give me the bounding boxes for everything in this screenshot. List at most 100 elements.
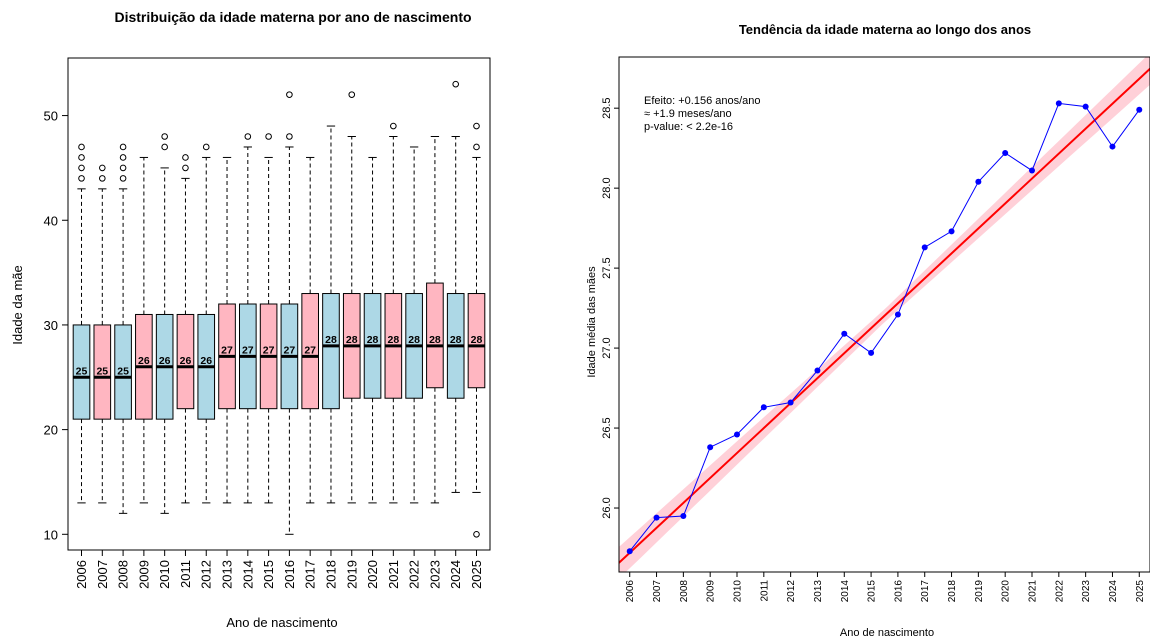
outlier-point bbox=[119, 154, 127, 161]
y-tick-label: 20 bbox=[44, 423, 58, 438]
x-tick-label: 2012 bbox=[786, 580, 797, 603]
outlier-point bbox=[473, 122, 480, 130]
median-label: 28 bbox=[471, 334, 483, 346]
median-label: 28 bbox=[387, 334, 399, 346]
median-label: 26 bbox=[200, 355, 212, 367]
outlier-point bbox=[78, 164, 85, 172]
outlier-point bbox=[99, 164, 106, 172]
median-label: 28 bbox=[450, 334, 462, 346]
outlier-point bbox=[182, 154, 189, 161]
outlier-point bbox=[119, 164, 127, 172]
y-tick-label: 50 bbox=[44, 109, 58, 124]
data-point bbox=[626, 548, 633, 555]
data-point bbox=[1055, 100, 1062, 107]
data-point bbox=[760, 404, 767, 411]
x-tick-label: 2020 bbox=[365, 560, 380, 589]
x-tick-label: 2017 bbox=[303, 560, 318, 589]
outlier-point bbox=[202, 143, 210, 151]
median-label: 27 bbox=[263, 344, 275, 356]
plot-area bbox=[619, 57, 1150, 572]
x-tick-label: 2010 bbox=[733, 580, 744, 603]
outlier-point bbox=[473, 530, 480, 538]
median-label: 27 bbox=[304, 344, 316, 356]
median-label: 28 bbox=[429, 334, 441, 346]
annotation-text: p-value: < 2.2e-16 bbox=[644, 121, 733, 133]
median-label: 26 bbox=[138, 355, 150, 367]
x-tick-label: 2023 bbox=[1081, 580, 1092, 603]
data-point bbox=[1082, 103, 1089, 110]
outlier-point bbox=[244, 133, 252, 140]
data-point bbox=[653, 514, 660, 521]
x-tick-label: 2013 bbox=[813, 580, 824, 603]
outlier-point bbox=[286, 133, 293, 140]
data-point bbox=[841, 330, 848, 337]
outlier-point bbox=[99, 175, 106, 182]
x-tick-label: 2019 bbox=[344, 560, 359, 589]
data-point bbox=[734, 431, 740, 438]
median-label: 26 bbox=[180, 355, 192, 367]
x-tick-label: 2016 bbox=[282, 560, 297, 589]
x-tick-label: 2021 bbox=[386, 560, 401, 589]
y-tick-label: 10 bbox=[44, 527, 58, 542]
x-tick-label: 2006 bbox=[625, 580, 636, 603]
annotation-text: ≈ +1.9 meses/ano bbox=[644, 108, 732, 120]
data-point bbox=[1029, 167, 1035, 174]
box bbox=[322, 293, 340, 410]
outlier-point bbox=[182, 164, 189, 172]
x-tick-label: 2011 bbox=[759, 580, 770, 602]
x-tick-label: 2010 bbox=[157, 560, 172, 589]
outlier-point bbox=[348, 91, 356, 98]
outlier-point bbox=[119, 143, 127, 151]
median-label: 27 bbox=[242, 344, 254, 356]
x-tick-label: 2025 bbox=[469, 560, 484, 589]
x-tick-label: 2014 bbox=[240, 560, 255, 589]
data-point bbox=[1109, 143, 1116, 150]
y-tick-label: 30 bbox=[44, 318, 58, 333]
data-point bbox=[948, 228, 955, 235]
x-tick-label: 2007 bbox=[652, 580, 663, 603]
box bbox=[467, 293, 486, 389]
x-tick-label: 2012 bbox=[199, 560, 214, 589]
y-tick-label: 28.0 bbox=[601, 177, 613, 198]
x-tick-label: 2008 bbox=[679, 580, 690, 603]
outlier-point bbox=[265, 133, 272, 140]
x-tick-label: 2025 bbox=[1135, 580, 1146, 603]
x-tick-label: 2019 bbox=[974, 580, 985, 603]
x-tick-label: 2018 bbox=[947, 580, 958, 603]
x-tick-label: 2021 bbox=[1028, 580, 1039, 603]
x-tick-label: 2016 bbox=[893, 580, 904, 603]
outlier-point bbox=[78, 154, 85, 161]
plot-frame bbox=[67, 57, 491, 551]
data-point bbox=[894, 311, 901, 318]
series-line bbox=[629, 102, 1140, 552]
outlier-point bbox=[452, 80, 459, 88]
x-tick-label: 2009 bbox=[136, 560, 151, 589]
box bbox=[114, 324, 132, 420]
data-point bbox=[921, 244, 928, 251]
box bbox=[93, 324, 112, 420]
box bbox=[426, 282, 444, 389]
x-axis-label: Ano de nascimento bbox=[840, 627, 934, 639]
x-tick-label: 2024 bbox=[1108, 580, 1119, 603]
data-point bbox=[1002, 149, 1009, 156]
median-label: 28 bbox=[325, 334, 337, 346]
trend-line bbox=[619, 67, 1150, 565]
outlier-point bbox=[161, 133, 168, 140]
data-point bbox=[787, 399, 794, 406]
box bbox=[301, 293, 319, 410]
x-tick-label: 2013 bbox=[220, 560, 235, 589]
x-tick-label: 2015 bbox=[867, 580, 878, 603]
x-tick-label: 2018 bbox=[323, 560, 338, 589]
data-point bbox=[975, 178, 982, 185]
outlier-point bbox=[78, 143, 85, 151]
outlier-point bbox=[78, 175, 85, 182]
x-tick-label: 2023 bbox=[427, 560, 442, 589]
x-tick-label: 2015 bbox=[261, 560, 276, 589]
chart-title: Distribuição da idade materna por ano de… bbox=[114, 9, 471, 25]
x-tick-label: 2011 bbox=[178, 560, 193, 588]
y-tick-label: 27.5 bbox=[601, 257, 613, 278]
outlier-point bbox=[286, 91, 293, 98]
x-tick-label: 2017 bbox=[920, 580, 931, 603]
data-point bbox=[868, 349, 875, 356]
